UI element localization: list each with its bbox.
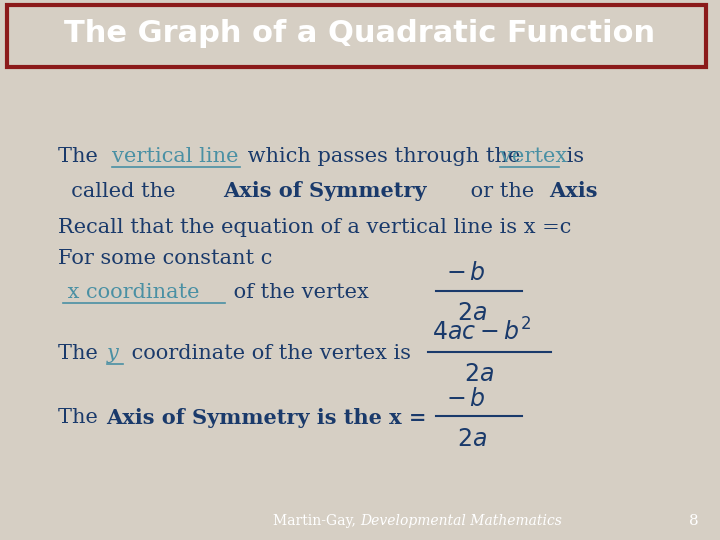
Text: $2a$: $2a$ <box>457 427 487 451</box>
Text: The Graph of a Quadratic Function: The Graph of a Quadratic Function <box>64 19 656 48</box>
Text: $-\,b$: $-\,b$ <box>446 261 486 285</box>
Text: Axis: Axis <box>549 181 598 201</box>
Text: $2a$: $2a$ <box>457 301 487 326</box>
Text: or the: or the <box>464 181 541 201</box>
Text: Recall that the equation of a vertical line is x =c: Recall that the equation of a vertical l… <box>58 218 571 238</box>
Text: vertex: vertex <box>500 147 567 166</box>
Text: The: The <box>58 147 104 166</box>
Text: Axis of Symmetry is the x =: Axis of Symmetry is the x = <box>107 408 434 428</box>
Text: $-\,b$: $-\,b$ <box>446 387 486 410</box>
Text: The: The <box>58 343 104 363</box>
Text: Axis of Symmetry: Axis of Symmetry <box>223 181 427 201</box>
Text: coordinate of the vertex is: coordinate of the vertex is <box>125 343 411 363</box>
Text: Developmental Mathematics: Developmental Mathematics <box>360 514 562 528</box>
Text: $2a$: $2a$ <box>464 362 495 386</box>
Text: x coordinate: x coordinate <box>61 283 199 302</box>
Text: of the vertex: of the vertex <box>227 283 369 302</box>
Text: Martin-Gay,: Martin-Gay, <box>273 514 360 528</box>
Text: called the: called the <box>58 181 181 201</box>
Text: The: The <box>58 408 104 428</box>
Text: For some constant c: For some constant c <box>58 248 272 268</box>
Text: y: y <box>107 343 118 363</box>
Text: which passes through the: which passes through the <box>241 147 527 166</box>
Text: 8: 8 <box>689 514 698 528</box>
Text: vertical line: vertical line <box>112 147 238 166</box>
Text: is: is <box>560 147 585 166</box>
Text: $4ac - b^{2}$: $4ac - b^{2}$ <box>432 319 531 346</box>
